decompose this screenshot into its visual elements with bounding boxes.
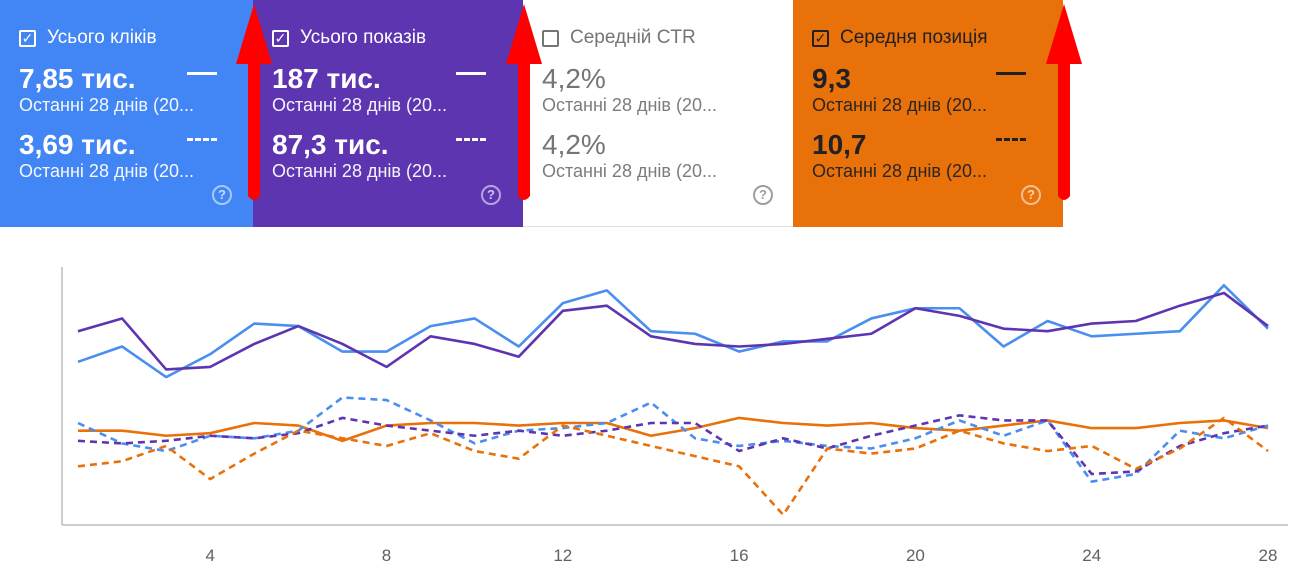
x-tick-label: 28 — [1259, 546, 1278, 565]
secondary-metric: 87,3 тис. Останні 28 днів (20... — [272, 130, 523, 182]
card-total-impressions[interactable]: ✓ Усього показів 187 тис. Останні 28 дні… — [253, 0, 523, 227]
x-tick-label: 16 — [730, 546, 749, 565]
secondary-value: 4,2% — [542, 129, 606, 160]
card-header[interactable]: ✓ Усього показів — [272, 26, 523, 50]
card-average-position[interactable]: ✓ Середня позиція 9,3 Останні 28 днів (2… — [793, 0, 1063, 227]
solid-line-legend-icon — [187, 72, 217, 75]
secondary-value: 87,3 тис. — [272, 129, 389, 160]
card-title: Середній CTR — [570, 27, 696, 48]
card-average-ctr[interactable]: Середній CTR 4,2% Останні 28 днів (20...… — [523, 0, 793, 227]
solid-line-legend-icon — [456, 72, 486, 75]
series-line-3 — [78, 416, 1269, 443]
help-icon[interactable]: ? — [753, 185, 773, 205]
help-icon[interactable]: ? — [481, 185, 501, 205]
card-header[interactable]: ✓ Усього кліків — [19, 26, 253, 50]
checkbox-unchecked-icon[interactable] — [542, 29, 559, 47]
primary-period: Останні 28 днів (20... — [19, 95, 194, 115]
primary-period: Останні 28 днів (20... — [812, 95, 987, 115]
secondary-period: Останні 28 днів (20... — [272, 161, 447, 181]
solid-line-legend-icon — [996, 72, 1026, 75]
card-title: Усього показів — [300, 27, 427, 48]
series-line-4 — [77, 396, 1269, 483]
series-layer — [77, 283, 1269, 517]
red-arrow-up-icon — [1046, 4, 1082, 200]
x-tick-label: 8 — [382, 546, 391, 565]
primary-period: Останні 28 днів (20... — [272, 95, 447, 115]
x-tick-labels: 4 8 12 16 20 24 28 — [205, 546, 1277, 565]
secondary-period: Останні 28 днів (20... — [19, 161, 194, 181]
primary-value: 9,3 — [812, 63, 851, 94]
series-line-2 — [77, 291, 1269, 371]
checkbox-checked-icon[interactable]: ✓ — [812, 29, 829, 47]
primary-metric: 4,2% Останні 28 днів (20... — [542, 64, 793, 116]
primary-value: 4,2% — [542, 63, 606, 94]
red-arrow-up-icon — [506, 4, 542, 200]
primary-metric: 187 тис. Останні 28 днів (20... — [272, 64, 523, 116]
series-line-6 — [77, 416, 1269, 517]
help-icon[interactable]: ? — [212, 185, 232, 205]
primary-metric: 9,3 Останні 28 днів (20... — [812, 64, 1063, 116]
dashed-line-legend-icon — [456, 138, 486, 141]
primary-period: Останні 28 днів (20... — [542, 95, 717, 115]
metric-cards: ✓ Усього кліків 7,85 тис. Останні 28 дні… — [0, 0, 1306, 227]
secondary-period: Останні 28 днів (20... — [542, 161, 717, 181]
secondary-period: Останні 28 днів (20... — [812, 161, 987, 181]
dashed-line-legend-icon — [996, 138, 1026, 141]
card-total-clicks[interactable]: ✓ Усього кліків 7,85 тис. Останні 28 дні… — [0, 0, 253, 227]
primary-value: 187 тис. — [272, 63, 381, 94]
dashed-line-legend-icon — [187, 138, 217, 141]
secondary-value: 3,69 тис. — [19, 129, 136, 160]
card-title: Усього кліків — [47, 27, 157, 48]
secondary-metric: 4,2% Останні 28 днів (20... — [542, 130, 793, 182]
checkbox-checked-icon[interactable]: ✓ — [19, 29, 36, 47]
primary-metric: 7,85 тис. Останні 28 днів (20... — [19, 64, 253, 116]
red-arrow-up-icon — [236, 4, 272, 200]
series-line-1 — [77, 283, 1269, 379]
card-title: Середня позиція — [840, 27, 988, 48]
x-tick-label: 24 — [1082, 546, 1101, 565]
performance-line-chart: 4 8 12 16 20 24 28 — [61, 267, 1288, 565]
card-header[interactable]: ✓ Середня позиція — [812, 26, 1063, 50]
secondary-value: 10,7 — [812, 129, 867, 160]
help-icon[interactable]: ? — [1021, 185, 1041, 205]
card-header[interactable]: Середній CTR — [542, 26, 793, 50]
x-tick-label: 20 — [906, 546, 925, 565]
secondary-metric: 3,69 тис. Останні 28 днів (20... — [19, 130, 253, 182]
checkbox-checked-icon[interactable]: ✓ — [272, 29, 289, 47]
x-tick-label: 4 — [205, 546, 214, 565]
primary-value: 7,85 тис. — [19, 63, 136, 94]
x-tick-label: 12 — [553, 546, 572, 565]
secondary-metric: 10,7 Останні 28 днів (20... — [812, 130, 1063, 182]
